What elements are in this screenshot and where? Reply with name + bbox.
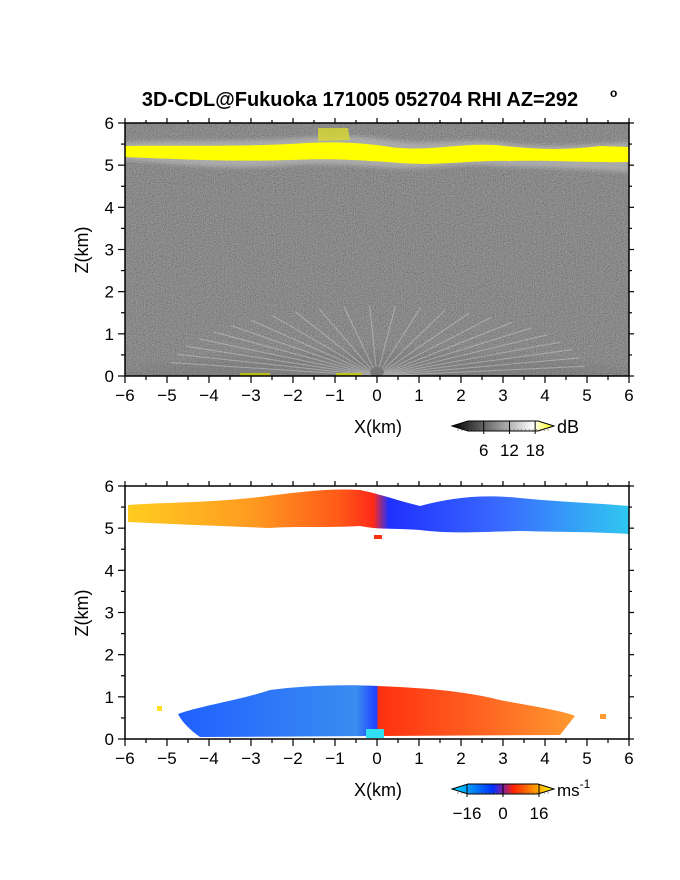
velocity-xlabel: X(km) — [354, 780, 402, 800]
snr-ray — [376, 357, 580, 376]
velocity-colorbar-tick-label: 16 — [530, 804, 549, 823]
velocity-x-tick-label: 6 — [624, 749, 633, 768]
snr-ray — [271, 314, 378, 376]
snr-y-tick-label: 4 — [105, 198, 114, 217]
velocity-y-tick-label: 1 — [105, 688, 114, 707]
velocity-colorbar-tick-label: 0 — [498, 804, 507, 823]
velocity-y-tick-label: 0 — [105, 730, 114, 749]
velocity-x-tick-label: −4 — [199, 749, 218, 768]
snr-y-axis: 0 1 2 3 4 5 6 — [105, 114, 634, 386]
velocity-x-tick-label: 4 — [540, 749, 549, 768]
snr-x-tick-label: 2 — [456, 386, 465, 405]
velocity-y-tick-label: 3 — [105, 604, 114, 623]
title-degree-mark: o — [610, 86, 617, 100]
snr-cloud-layer — [125, 142, 629, 164]
velocity-colorbar: −16 0 16 ms-1 — [450, 777, 591, 823]
snr-ray — [376, 312, 470, 376]
velocity-x-tick-label: −5 — [157, 749, 176, 768]
snr-x-axis: −6 −5 −4 −3 −2 −1 0 1 2 3 4 5 6 — [115, 118, 634, 405]
snr-y-tick-label: 5 — [105, 156, 114, 175]
velocity-x-tick-label: −2 — [283, 749, 302, 768]
velocity-x-tick-label: −6 — [115, 749, 134, 768]
velocity-y-tick-label: 5 — [105, 519, 114, 538]
figure-title: 3D-CDL@Fukuoka 171005 052704 RHI AZ=292 — [142, 89, 578, 111]
snr-x-tick-label: −2 — [283, 386, 302, 405]
snr-x-tick-label: −1 — [325, 386, 344, 405]
snr-y-tick-label: 3 — [105, 241, 114, 260]
velocity-colorbar-unit: ms-1 — [557, 777, 591, 800]
velocity-x-tick-label: 1 — [414, 749, 423, 768]
snr-y-tick-label: 6 — [105, 114, 114, 133]
snr-ray — [294, 311, 378, 376]
snr-ray — [198, 338, 378, 376]
snr-ray — [250, 319, 378, 376]
snr-cloud-top-bump — [318, 128, 350, 141]
snr-colorbar-tick-label: 6 — [479, 441, 488, 460]
velocity-x-tick-label: −3 — [241, 749, 260, 768]
snr-ray — [230, 325, 378, 376]
snr-ray — [177, 353, 378, 376]
velocity-heatmap — [125, 486, 629, 739]
snr-ray — [376, 341, 561, 376]
snr-boundary-layer — [125, 316, 629, 376]
snr-ray — [376, 349, 572, 376]
snr-y-tick-label: 2 — [105, 283, 114, 302]
velocity-colorbar-tick-label: −16 — [453, 804, 482, 823]
snr-ray — [376, 316, 492, 376]
snr-colorbar-tick-label: 12 — [500, 441, 519, 460]
snr-ray — [376, 309, 446, 376]
velocity-x-tick-label: 3 — [498, 749, 507, 768]
velocity-x-tick-label: −1 — [325, 749, 344, 768]
snr-radar-origin — [370, 367, 384, 376]
snr-colorbar: 6 12 18 dB — [450, 417, 579, 460]
snr-x-tick-label: 4 — [540, 386, 549, 405]
snr-ray — [343, 306, 378, 376]
snr-heatmap — [125, 123, 629, 376]
snr-ray — [376, 307, 422, 376]
velocity-y-axis: 0 1 2 3 4 5 6 — [105, 477, 634, 749]
snr-ray — [369, 305, 378, 376]
snr-x-tick-label: −4 — [199, 386, 218, 405]
snr-x-tick-label: 6 — [624, 386, 633, 405]
snr-x-tick-label: 3 — [498, 386, 507, 405]
velocity-boundary-layer — [178, 685, 575, 737]
velocity-x-axis: −6 −5 −4 −3 −2 −1 0 1 2 3 4 5 6 — [115, 481, 634, 768]
snr-ray — [376, 365, 585, 376]
snr-ylabel: Z(km) — [72, 227, 92, 274]
snr-ray — [376, 321, 513, 376]
snr-ray — [376, 306, 396, 376]
snr-ray — [213, 331, 378, 376]
snr-y-tick-label: 0 — [105, 367, 114, 386]
snr-ray — [186, 345, 378, 376]
snr-xlabel: X(km) — [354, 417, 402, 437]
snr-ray — [376, 327, 531, 376]
velocity-x-tick-label: 2 — [456, 749, 465, 768]
snr-x-tick-label: 5 — [582, 386, 591, 405]
snr-x-tick-label: 1 — [414, 386, 423, 405]
snr-x-tick-label: 0 — [372, 386, 381, 405]
velocity-ylabel: Z(km) — [72, 590, 92, 637]
snr-y-tick-label: 1 — [105, 325, 114, 344]
velocity-x-tick-label: 5 — [582, 749, 591, 768]
velocity-cloud-layer — [128, 489, 629, 534]
snr-colorbar-unit: dB — [557, 417, 579, 437]
velocity-x-tick-label: 0 — [372, 749, 381, 768]
snr-colorbar-tick-label: 18 — [526, 441, 545, 460]
snr-x-tick-label: −6 — [115, 386, 134, 405]
snr-x-tick-label: −5 — [157, 386, 176, 405]
velocity-y-tick-label: 2 — [105, 646, 114, 665]
velocity-y-tick-label: 6 — [105, 477, 114, 496]
velocity-y-tick-label: 4 — [105, 561, 114, 580]
snr-ray — [376, 334, 548, 376]
snr-x-tick-label: −3 — [241, 386, 260, 405]
snr-ray — [318, 308, 378, 376]
